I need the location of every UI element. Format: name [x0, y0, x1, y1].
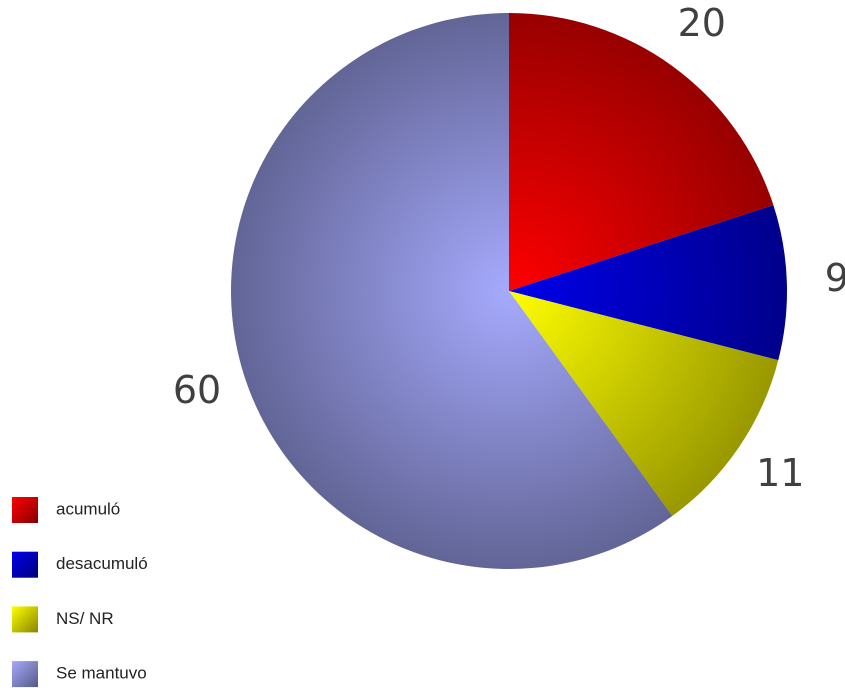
legend-label: Se mantuvo — [56, 664, 147, 683]
data-label: 9 — [825, 256, 845, 300]
legend-swatch — [12, 606, 38, 633]
legend-label: NS/ NR — [56, 609, 114, 628]
legend-label: acumuló — [56, 499, 120, 518]
data-label: 11 — [756, 451, 804, 495]
legend-swatch — [12, 661, 38, 688]
pie-slice — [230, 13, 673, 569]
legend-label: desacumuló — [56, 554, 148, 573]
legend-swatch — [12, 497, 38, 523]
data-label: 20 — [678, 1, 726, 45]
legend-swatch — [12, 551, 38, 578]
data-label: 60 — [173, 368, 221, 412]
pie-slice — [509, 13, 774, 291]
pie-slice — [509, 205, 787, 361]
pie-slice — [509, 291, 779, 516]
